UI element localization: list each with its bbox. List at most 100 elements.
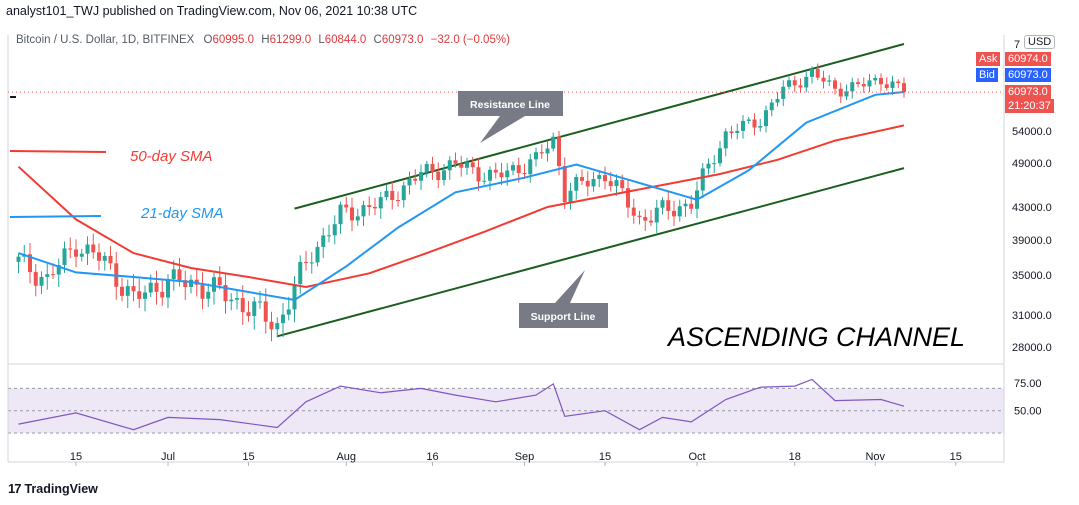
candle-body <box>62 248 67 265</box>
candle-body <box>775 98 780 103</box>
candle-body <box>580 177 584 181</box>
bid-label: Bid <box>976 68 998 82</box>
candle-body <box>620 180 625 189</box>
ask-label: Ask <box>976 52 1001 66</box>
x-tick-label: Nov <box>865 451 885 463</box>
candle-body <box>217 277 222 286</box>
candle-body <box>879 78 883 85</box>
sma50-line <box>17 124 905 289</box>
candle-body <box>787 80 791 87</box>
open-value: 60995.0 <box>212 34 255 46</box>
tradingview-logo[interactable]: 17 TradingView <box>8 481 98 496</box>
candle-body <box>798 85 803 88</box>
y-tick-label: 43000.0 <box>1012 202 1052 214</box>
symbol-name[interactable]: Bitcoin / U.S. Dollar, 1D, BITFINEX <box>16 34 195 46</box>
candle-body <box>390 190 395 201</box>
candle-body <box>355 216 360 221</box>
support-callout-label: Support Line <box>531 311 596 323</box>
high-value: 61299.0 <box>269 34 312 46</box>
candle-body <box>56 264 61 275</box>
candle-body <box>764 110 768 127</box>
candle-body <box>637 215 642 217</box>
candle-body <box>223 285 228 302</box>
candle-body <box>189 279 193 287</box>
candle-body <box>396 200 400 202</box>
resistance-callout-label: Resistance Line <box>470 99 550 111</box>
candle-body <box>97 252 101 261</box>
candle-body <box>706 163 711 169</box>
candle-body <box>752 119 757 128</box>
candle-body <box>884 84 889 89</box>
candle-body <box>137 291 142 299</box>
close-value: 60973.0 <box>381 34 424 46</box>
candle-body <box>683 203 688 207</box>
candle-body <box>200 284 205 299</box>
open-label: O <box>203 34 213 46</box>
candle-body <box>666 200 671 211</box>
candle-body <box>39 276 44 286</box>
x-tick-label: Aug <box>336 451 356 463</box>
candle-body <box>781 86 786 99</box>
currency-badge[interactable]: USD <box>1024 35 1056 49</box>
candle-body <box>557 136 561 167</box>
candle-body <box>160 291 165 298</box>
y-tick-label: 39000.0 <box>1012 235 1052 247</box>
candle-body <box>677 206 682 217</box>
tradingview-mark-icon: 17 <box>8 481 22 496</box>
candle-body <box>465 162 469 168</box>
candle-body <box>350 207 354 221</box>
candle-body <box>470 162 475 168</box>
candle-body <box>321 235 326 247</box>
candle-body <box>511 165 515 171</box>
candle-body <box>562 166 567 203</box>
candle-body <box>79 253 84 257</box>
candle-body <box>654 207 659 223</box>
candle-body <box>827 80 832 82</box>
candle-body <box>143 292 147 299</box>
candle-body <box>125 286 130 296</box>
candle-body <box>131 286 136 292</box>
resistance-callout-box <box>458 91 563 143</box>
candle-body <box>252 301 257 316</box>
candle-body <box>269 321 274 330</box>
candle-body <box>591 178 596 187</box>
candle-body <box>603 175 607 182</box>
close-label: C <box>373 34 382 46</box>
y-tick-label: 54000.0 <box>1012 126 1052 138</box>
candle-body <box>229 299 234 302</box>
candle-body <box>568 190 573 203</box>
candle-body <box>240 298 245 313</box>
bid-price-tag: 60973.0 <box>1005 68 1051 82</box>
x-tick-label: Sep <box>515 451 535 463</box>
candle-body <box>729 131 734 134</box>
candle-body <box>712 163 717 165</box>
candle-body <box>493 169 498 173</box>
x-tick-label: Jul <box>161 451 175 463</box>
sma21-line <box>18 91 905 302</box>
candle-body <box>401 185 406 201</box>
candle-body <box>700 168 705 191</box>
candle-body <box>292 283 297 310</box>
x-tick-label: 18 <box>789 451 801 463</box>
candle-body <box>28 254 32 273</box>
candle-body <box>815 68 820 78</box>
candle-body <box>867 80 872 87</box>
rsi-y-tick-label: 75.00 <box>1014 378 1042 390</box>
candle-body <box>856 82 860 85</box>
candle-body <box>419 172 423 181</box>
candle-body <box>516 165 521 174</box>
candle-body <box>810 68 814 77</box>
candle-body <box>649 220 653 223</box>
candle-body <box>275 323 280 330</box>
candle-body <box>373 206 377 209</box>
candle-body <box>315 246 320 263</box>
candle-body <box>74 249 78 257</box>
candle-body <box>551 136 556 149</box>
candle-body <box>735 130 740 134</box>
candle-body <box>769 102 774 111</box>
candle-body <box>459 163 464 168</box>
candle-body <box>235 298 239 300</box>
candle-body <box>154 282 159 292</box>
rsi-y-tick-label: 50.00 <box>1014 406 1042 418</box>
